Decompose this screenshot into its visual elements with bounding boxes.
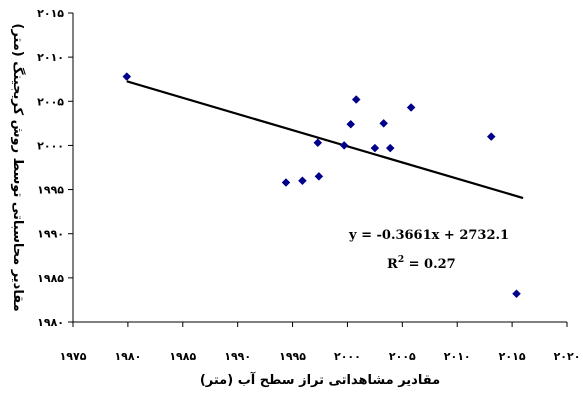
data-point: [314, 171, 324, 181]
data-point: [122, 72, 132, 81]
x-tick-label: ۲۰۰۵: [389, 350, 416, 363]
x-tick-label: ۱۹۹۰: [224, 350, 251, 363]
trendline: [126, 80, 524, 200]
y-tick-label: ۱۹۹۰: [37, 228, 64, 241]
y-tick-label: ۲۰۱۰: [37, 51, 64, 64]
x-tick-label: ۲۰۲۰: [554, 350, 581, 363]
data-point: [379, 119, 389, 128]
data-point: [406, 103, 416, 112]
axes: [72, 13, 567, 323]
data-point: [313, 138, 323, 148]
x-axis-title: مقادیر مشاهداتی تراز سطح آب (متر): [200, 371, 440, 388]
data-point: [486, 132, 496, 141]
data-point: [281, 178, 291, 187]
y-ticks: ۱۹۸۰ ۱۹۸۵ ۱۹۹۰ ۱۹۹۵ ۲۰۰۰ ۲۰۰۵ ۲۰۱۰ ۲۰۱۵: [37, 7, 73, 329]
r-squared-label: R2 = 0.27: [387, 255, 456, 272]
y-axis-title: مقادیر محاسباتی توسط روش کریجینگ (متر): [10, 23, 26, 311]
r-squared-superscript: 2: [398, 255, 404, 265]
x-tick-label: ۱۹۸۰: [114, 350, 141, 363]
x-tick-label: ۲۰۱۵: [499, 350, 526, 363]
data-point: [298, 176, 307, 186]
data-point: [370, 143, 380, 153]
x-tick-label: ۱۹۸۵: [169, 350, 196, 363]
data-point: [385, 143, 395, 153]
y-tick-label: ۲۰۰۵: [37, 95, 64, 108]
data-point: [351, 95, 361, 104]
y-tick-label: ۲۰۱۵: [37, 7, 64, 20]
data-point: [346, 119, 356, 129]
data-point: [512, 289, 521, 299]
x-ticks: ۱۹۷۵ ۱۹۸۰ ۱۹۸۵ ۱۹۹۰ ۱۹۹۵ ۲۰۰۰ ۲۰۰۵ ۲۰۱۰ ۲۰۱۵ ۲۰۲۰: [60, 322, 581, 363]
x-tick-label: ۲۰۱۰: [444, 350, 471, 363]
y-tick-label: ۱۹۹۵: [37, 184, 64, 197]
y-tick-label: ۲۰۰۰: [37, 139, 64, 152]
x-tick-label: ۲۰۰۰: [334, 350, 361, 363]
y-tick-label: ۱۹۸۰: [37, 316, 64, 329]
r-squared-r: R: [387, 257, 398, 272]
data-points: [122, 72, 521, 299]
trendline-equation: y = -0.3661x + 2732.1: [348, 228, 509, 243]
x-tick-label: ۱۹۷۵: [60, 350, 87, 363]
x-tick-label: ۱۹۹۵: [279, 350, 306, 363]
y-tick-label: ۱۹۸۵: [37, 272, 64, 285]
data-point: [339, 141, 349, 150]
r-squared-value: = 0.27: [404, 257, 456, 272]
